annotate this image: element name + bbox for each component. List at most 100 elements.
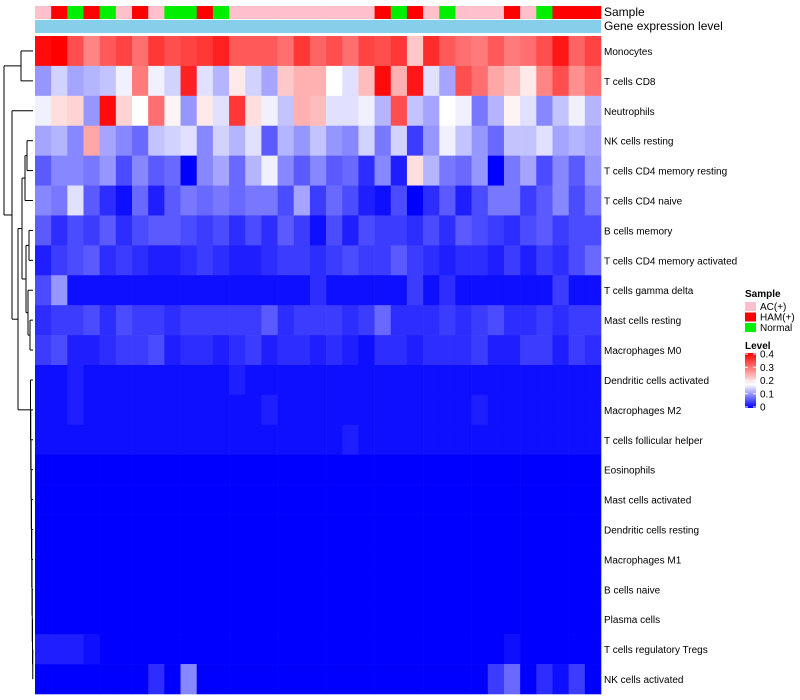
legend-level-tick-label: 0 [760,403,766,414]
heatmap-cell [180,514,198,545]
heatmap-cell [520,185,537,216]
legend-level-tick-label: 0.2 [760,376,774,387]
heatmap-cell [455,125,472,156]
heatmap-cell [455,454,472,485]
sample-annotation-cell [229,6,246,19]
heatmap-cell [245,215,262,246]
heatmap-cell [406,544,424,575]
heatmap-cell [471,305,489,336]
sample-annotation-cell [374,6,392,19]
heatmap-cell [35,394,52,426]
heatmap-cell [67,634,84,665]
heatmap-cell [536,305,553,336]
heatmap-cell [261,305,278,336]
heatmap-cell [439,634,456,665]
heatmap-cell [196,604,214,635]
heatmap-cell [67,574,84,605]
heatmap-cell [439,245,456,276]
heatmap-cell [309,664,327,695]
heatmap-cell [471,155,489,186]
heatmap-cell [99,544,117,575]
heatmap-cell [293,335,311,366]
heatmap-cell [503,215,521,246]
heatmap-cell [358,305,375,336]
sample-annotation-cell [390,6,408,19]
heatmap-cell [261,36,278,67]
heatmap-cell [326,95,343,127]
heatmap-cell [99,604,117,635]
sample-annotation-cell [309,6,327,19]
heatmap-cell [536,394,553,426]
sample-annotation-cell [439,6,456,19]
heatmap-cell [309,125,327,156]
heatmap-cell [342,275,359,306]
heatmap-cell [309,544,327,575]
sample-annotation-cell [536,6,553,19]
heatmap-cell [326,604,343,635]
heatmap-cell [455,514,472,545]
sample-annotation-cell [180,6,198,19]
heatmap-cell [245,604,262,635]
heatmap-cell [520,604,537,635]
heatmap-cell [487,335,505,366]
heatmap-cell [503,544,521,575]
heatmap-cell [196,424,214,456]
heatmap-cell [293,634,311,665]
heatmap-cell [536,574,553,605]
sample-annotation-cell [293,6,311,19]
heatmap-cell [520,514,537,545]
heatmap-cell [455,664,472,695]
heatmap-cell [374,245,392,276]
heatmap-cell [326,454,343,485]
heatmap-cell [520,335,537,366]
heatmap-cell [503,155,521,186]
heatmap-cell [148,36,165,67]
heatmap-cell [132,514,149,545]
heatmap-cell [99,305,117,336]
heatmap-cell [277,155,295,186]
heatmap-cell [164,574,181,605]
heatmap-cell [584,454,602,485]
heatmap-cell [374,365,392,396]
heatmap-cell [277,275,295,306]
heatmap-cell [520,394,537,426]
heatmap-cell [51,634,68,665]
heatmap-cell [552,36,569,67]
heatmap-cell [67,305,84,336]
heatmap-cell [212,65,230,97]
heatmap-cell [99,185,117,216]
heatmap-cell [390,125,408,156]
legend-level-title: Level [745,341,771,352]
heatmap-cell [132,454,149,485]
heatmap-cell [196,95,214,127]
heatmap-cell [293,65,311,97]
heatmap-cell [342,544,359,575]
heatmap-cell [406,604,424,635]
heatmap-cell [277,514,295,545]
heatmap-cell [487,95,505,127]
heatmap-cell [423,95,440,127]
heatmap-cell [99,454,117,485]
heatmap-cell [439,275,456,306]
heatmap-cell [35,664,52,695]
heatmap-cell [520,125,537,156]
heatmap-cell [503,634,521,665]
heatmap-cell [358,95,375,127]
heatmap-cell [229,65,246,97]
heatmap-cell [342,514,359,545]
heatmap-cell [261,125,278,156]
heatmap-cell [67,185,84,216]
heatmap-cell [520,36,537,67]
heatmap-cell [83,544,100,575]
heatmap-cell [115,484,133,515]
heatmap-cell [503,95,521,127]
heatmap-cell [584,335,602,366]
heatmap-cell [487,365,505,396]
heatmap-cell [423,125,440,156]
row-label: Eosinophils [604,466,655,477]
heatmap-cell [35,574,52,605]
sample-annotation-bar [35,6,602,19]
heatmap-cell [115,454,133,485]
heatmap-cell [83,155,100,186]
heatmap-cell [67,215,84,246]
